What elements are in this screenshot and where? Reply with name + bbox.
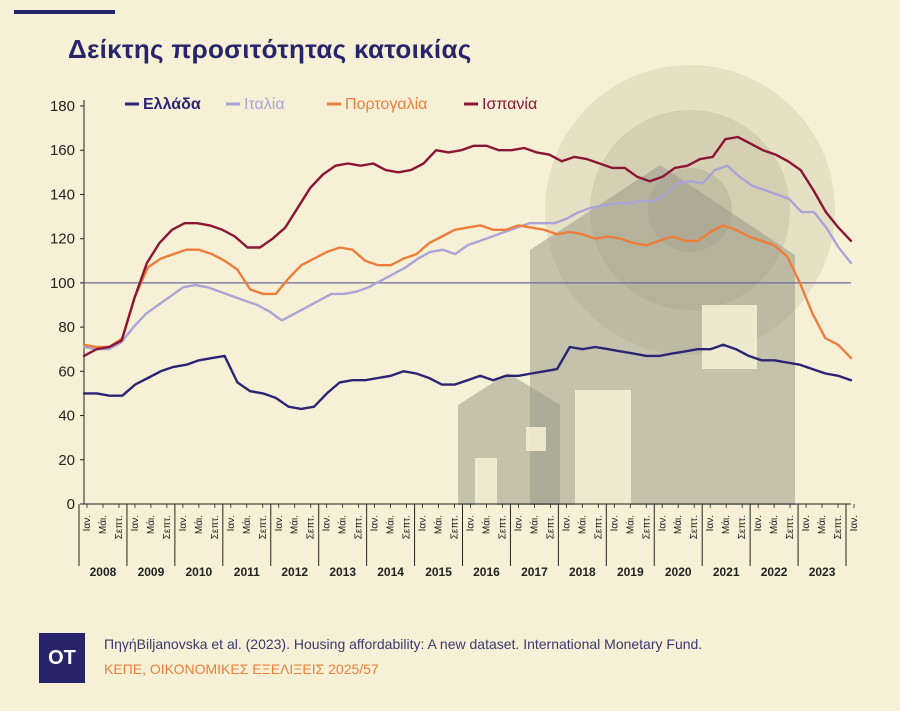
x-tick-label: Σεπτ. xyxy=(354,515,365,539)
x-tick-label: Μάι. xyxy=(289,515,301,534)
series-line-0 xyxy=(82,343,853,411)
x-tick-label: Μάι. xyxy=(241,515,253,534)
y-axis: 0 20 40 60 80 100 120 140 160 180 xyxy=(50,98,85,513)
year-label: 2016 xyxy=(473,565,500,579)
x-tick-label: Ιαν. xyxy=(513,515,524,531)
y-tick-label: 40 xyxy=(58,408,75,425)
series-line-1 xyxy=(82,164,853,351)
year-label: 2011 xyxy=(234,565,260,579)
x-tick-label: Ιαν. xyxy=(801,515,812,531)
x-tick-label: Σεπτ. xyxy=(210,515,221,539)
x-tick-label: Μάι. xyxy=(816,515,828,534)
year-label: 2023 xyxy=(809,565,836,579)
chart-title: Δείκτης προσιτότητας κατοικίας xyxy=(68,34,472,64)
year-label: 2009 xyxy=(138,565,165,579)
decor-window-large xyxy=(702,305,757,369)
x-tick-label: Σεπτ. xyxy=(114,515,125,539)
x-tick-label: Μάι. xyxy=(576,515,588,534)
x-tick-label: Ιαν. xyxy=(753,515,764,531)
x-tick-label: Μάι. xyxy=(624,515,636,534)
decor-door-large xyxy=(575,390,631,522)
decor-door-small xyxy=(475,458,497,512)
x-tick-label: Ιαν. xyxy=(418,515,429,531)
x-tick-label: Μάι. xyxy=(768,515,780,534)
x-tick-label: Σεπτ. xyxy=(833,515,844,539)
x-tick-label: Σεπτ. xyxy=(689,515,700,539)
x-tick-label: Σεπτ. xyxy=(450,515,461,539)
legend-label-2: Πορτογαλία xyxy=(345,96,427,113)
year-label: 2017 xyxy=(521,565,548,579)
year-label: 2022 xyxy=(761,565,788,579)
x-tick-label: Μάι. xyxy=(672,515,684,534)
y-tick-label: 0 xyxy=(67,496,75,513)
x-tick-label: Σεπτ. xyxy=(785,515,796,539)
x-tick-label: Μάι. xyxy=(337,515,349,534)
y-tick-label: 60 xyxy=(58,363,75,380)
x-tick-label: Μάι. xyxy=(528,515,540,534)
legend-label-0: Ελλάδα xyxy=(143,96,201,113)
year-label: 2021 xyxy=(713,565,740,579)
x-tick-label: Σεπτ. xyxy=(593,515,604,539)
x-tick-label: Σεπτ. xyxy=(402,515,413,539)
x-tick-label: Ιαν. xyxy=(274,515,285,531)
series-line-2 xyxy=(82,224,853,360)
year-label: 2013 xyxy=(329,565,356,579)
decor-window-small xyxy=(526,427,546,451)
x-tick-label: Ιαν. xyxy=(705,515,716,531)
y-tick-label: 120 xyxy=(50,231,75,248)
year-label: 2015 xyxy=(425,565,452,579)
year-label: 2014 xyxy=(377,565,404,579)
x-tick-label: Ιαν. xyxy=(609,515,620,531)
legend-label-1: Ιταλία xyxy=(244,96,285,113)
ot-logo: OT xyxy=(39,633,85,683)
year-label: 2020 xyxy=(665,565,692,579)
year-label: 2018 xyxy=(569,565,596,579)
x-tick-label: Ιαν. xyxy=(370,515,381,531)
x-tick-label: Μάι. xyxy=(720,515,732,534)
y-tick-label: 80 xyxy=(58,319,75,336)
x-tick-label: Σεπτ. xyxy=(737,515,748,539)
x-tick-label: Σεπτ. xyxy=(258,515,269,539)
x-tick-label: Ιαν. xyxy=(130,515,141,531)
x-tick-label: Σεπτ. xyxy=(545,515,556,539)
x-tick-label: Μάι. xyxy=(97,515,109,534)
x-tick-label: Σεπτ. xyxy=(306,515,317,539)
legend-label-3: Ισπανία xyxy=(482,96,537,113)
x-tick-label: Ιαν. xyxy=(657,515,668,531)
x-tick-label: Ιαν. xyxy=(226,515,237,531)
x-tick-label: Ιαν. xyxy=(178,515,189,531)
x-tick-label: Ιαν. xyxy=(322,515,333,531)
source-note: ΠηγήBiljanovska et al. (2023). Housing a… xyxy=(104,636,703,652)
x-tick-label: Ιαν. xyxy=(466,515,477,531)
year-label: 2019 xyxy=(617,565,644,579)
x-tick-label: Σεπτ. xyxy=(497,515,508,539)
x-tick-label: Σεπτ. xyxy=(162,515,173,539)
y-tick-label: 140 xyxy=(50,186,75,203)
y-tick-label: 100 xyxy=(50,275,75,292)
x-tick-label: Ιαν. xyxy=(849,515,860,531)
x-tick-label: Ιαν. xyxy=(82,515,93,531)
title-accent-bar xyxy=(14,10,115,14)
y-tick-label: 20 xyxy=(58,452,75,469)
year-label: 2010 xyxy=(186,565,213,579)
y-tick-label: 160 xyxy=(50,142,75,159)
series-line-3 xyxy=(82,135,853,358)
legend: Ελλάδα Ιταλία Πορτογαλία Ισπανία xyxy=(125,96,537,113)
x-tick-label: Μάι. xyxy=(193,515,205,534)
x-tick-label: Σεπτ. xyxy=(641,515,652,539)
x-tick-label: Ιαν. xyxy=(561,515,572,531)
year-label: 2012 xyxy=(281,565,308,579)
x-tick-label: Μάι. xyxy=(480,515,492,534)
x-axis: Ιαν. Μάι. Σεπτ. Ιαν. Μάι. Σεπτ. Ιαν. Μάι. Σεπτ. Ι… xyxy=(78,503,860,579)
x-tick-label: Μάι. xyxy=(433,515,445,534)
publisher-note: ΚΕΠΕ, ΟΙΚΟΝΟΜΙΚΕΣ ΕΞΕΛΙΞΕΙΣ 2025/57 xyxy=(104,661,379,677)
x-tick-label: Μάι. xyxy=(385,515,397,534)
y-tick-label: 180 xyxy=(50,98,75,115)
house-illustration xyxy=(458,65,835,522)
x-tick-label: Μάι. xyxy=(145,515,157,534)
series-lines xyxy=(82,135,853,411)
year-label: 2008 xyxy=(90,565,117,579)
